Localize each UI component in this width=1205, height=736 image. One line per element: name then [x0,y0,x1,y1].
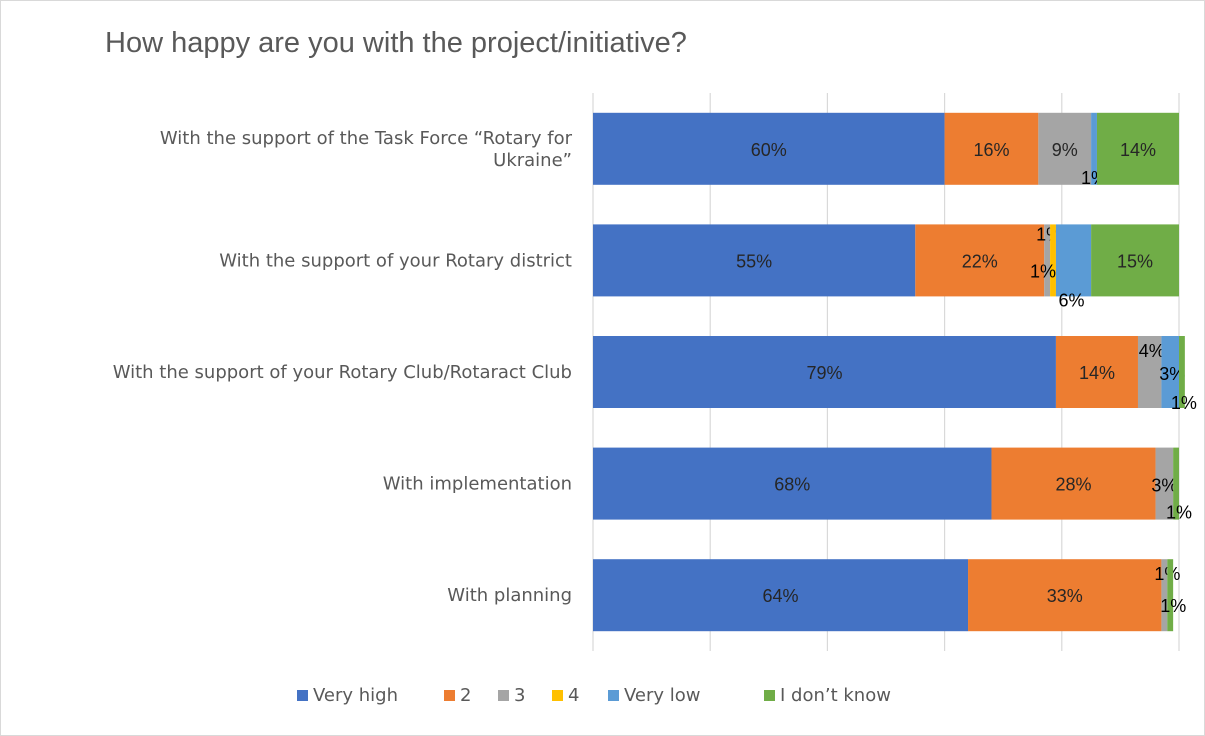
bar-segment [1055,336,1138,408]
bar-segment [593,336,1056,408]
bar-segment [915,224,1045,297]
data-label: 16% [973,140,1009,160]
legend: Very high 2 3 4 Very low I don’t know [1,685,1205,715]
data-label: 1% [1171,393,1197,413]
bar-segment [1179,336,1185,408]
legend-item: Very high [297,685,398,706]
data-label: 1% [1166,503,1192,523]
bar-segment [1044,224,1051,297]
data-label: 14% [1120,140,1156,160]
legend-label: Very high [313,685,399,706]
category-label: With implementation [383,474,572,495]
data-label: 1% [1030,261,1056,281]
plot-area: With the support of the Task Force “Rota… [113,93,1197,651]
legend-item: 4 [552,685,579,706]
chart-title: How happy are you with the project/initi… [105,27,687,59]
category-label: With the support of your Rotary district [219,250,572,271]
bar-segment [1050,224,1056,297]
bar-segment [944,112,1039,185]
legend-item: I don’t know [764,685,891,706]
bar-segment [1096,112,1179,185]
legend-item: 2 [444,685,471,706]
data-label: 22% [962,251,998,271]
legend-label: 3 [514,685,526,706]
legend-label: 2 [460,685,472,706]
category-label: With the support of the Task Force “Rota… [160,128,573,171]
data-label: 28% [1056,475,1092,495]
bar-segment [968,559,1162,632]
data-label: 79% [806,363,842,383]
bar-segment [1055,224,1092,297]
bar-segment [991,447,1156,520]
bar-segment [593,112,945,185]
category-label: With planning [447,585,572,606]
data-label: 55% [736,251,772,271]
bar-segment [1161,559,1168,632]
bar-segment [1161,336,1179,408]
legend-label: I don’t know [780,685,891,706]
bar-segment [1167,559,1174,632]
category-label: With the support of your Rotary Club/Rot… [113,362,572,383]
bar-segment [1155,447,1174,520]
data-label: 64% [763,586,799,606]
data-label: 3% [1151,476,1177,496]
bar-segment [1038,112,1092,185]
data-label: 6% [1059,290,1085,310]
legend-label: 4 [568,685,580,706]
data-label: 4% [1139,341,1165,361]
legend-swatch [608,690,619,701]
data-label: 3% [1159,364,1185,384]
legend-label: Very low [624,685,701,706]
bar-segment [1091,112,1097,185]
data-label: 9% [1052,140,1078,160]
legend-item: 3 [498,685,525,706]
legend-swatch [552,690,563,701]
data-label: 33% [1047,586,1083,606]
legend-swatch [498,690,509,701]
bar-segment [1091,224,1179,297]
bar-segment [593,224,916,297]
data-label: 14% [1079,363,1115,383]
data-label: 1% [1160,596,1186,616]
legend-swatch [764,690,775,701]
legend-swatch [444,690,455,701]
data-label: 60% [751,140,787,160]
data-label: 68% [774,475,810,495]
legend-item: Very low [608,685,701,706]
bar-segment [593,559,969,632]
bar-segment [1137,336,1162,408]
legend-swatch [297,690,308,701]
bar-segment [593,447,992,520]
data-label: 15% [1117,251,1153,271]
bar-segment [1173,447,1179,520]
